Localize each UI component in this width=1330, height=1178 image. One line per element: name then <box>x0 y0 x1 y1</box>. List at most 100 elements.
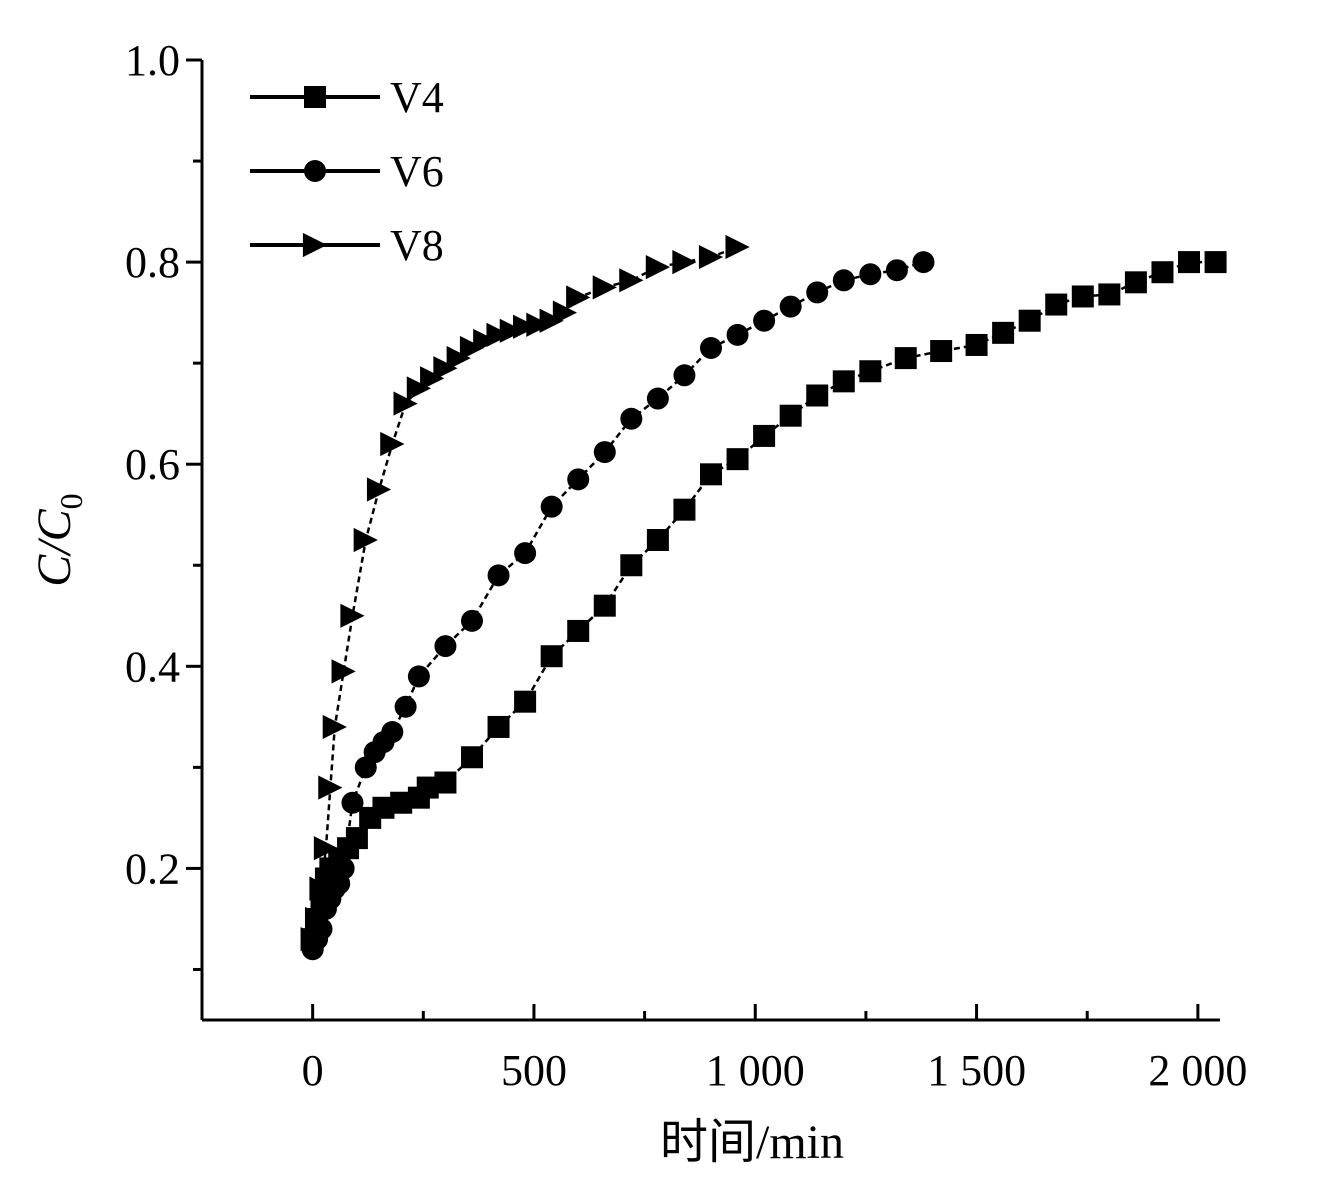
data-point-v6 <box>700 337 722 359</box>
data-point-v8 <box>433 356 458 381</box>
data-point-v8 <box>318 775 343 800</box>
y-tick-label: 0.4 <box>125 642 180 691</box>
data-point-v8 <box>393 391 418 416</box>
data-point-v8 <box>698 244 724 270</box>
x-tick-label: 1 500 <box>927 1046 1026 1095</box>
data-point-v4 <box>514 690 537 713</box>
data-point-v4 <box>992 321 1015 344</box>
data-point-v4 <box>487 715 510 738</box>
x-tick-label: 1 000 <box>706 1046 805 1095</box>
data-point-v4 <box>1151 261 1174 284</box>
data-point-v8 <box>486 322 511 347</box>
data-point-v4 <box>567 619 590 642</box>
data-point-v8 <box>366 477 392 502</box>
data-point-v8 <box>313 836 339 861</box>
series-line-v6 <box>311 260 924 950</box>
data-point-v6 <box>912 251 935 274</box>
data-point-v8 <box>340 603 365 628</box>
data-point-v4 <box>416 776 439 799</box>
legend: V4 V6 V8 <box>250 73 444 270</box>
y-axis-title-subscript: 0 <box>53 493 89 509</box>
data-point-v6 <box>753 309 776 332</box>
data-point-v6 <box>593 441 616 464</box>
data-point-v4 <box>460 746 483 769</box>
data-point-v6 <box>620 407 643 430</box>
y-axis-title: C/C0 <box>28 493 89 586</box>
data-point-v8 <box>513 314 538 339</box>
data-point-v8 <box>304 906 330 932</box>
y-tick-label: 0.2 <box>125 844 180 893</box>
data-point-v8 <box>406 376 431 401</box>
data-point-v4 <box>390 791 413 814</box>
series-v4 <box>301 251 1227 951</box>
data-point-v6 <box>885 259 908 282</box>
data-point-v8 <box>353 527 378 553</box>
data-point-v8 <box>309 876 334 901</box>
data-point-v8 <box>322 714 347 740</box>
legend-marker-v6 <box>304 160 326 182</box>
data-point-v6 <box>540 495 563 518</box>
x-tick-label: 0 <box>302 1046 324 1095</box>
series-v8 <box>300 234 750 952</box>
data-point-v6 <box>673 364 696 387</box>
data-point-v6 <box>859 263 882 286</box>
plot-area <box>300 234 1227 961</box>
data-point-v4 <box>726 448 749 471</box>
data-point-v6 <box>460 609 483 632</box>
series-v6 <box>301 251 935 961</box>
data-point-v4 <box>434 771 457 794</box>
x-tick-label: 500 <box>501 1046 567 1095</box>
x-tick-label: 2 000 <box>1148 1046 1247 1095</box>
data-point-v8 <box>539 308 564 333</box>
data-point-v8 <box>331 659 356 684</box>
data-point-v4 <box>1098 283 1121 306</box>
data-point-v4 <box>1124 271 1147 294</box>
data-point-v6 <box>806 281 829 304</box>
data-point-v4 <box>753 424 776 447</box>
data-point-v6 <box>381 721 404 743</box>
data-point-v6 <box>332 857 355 880</box>
data-point-v8 <box>645 255 670 280</box>
legend-label-v6: V6 <box>390 147 444 196</box>
data-point-v6 <box>779 295 802 318</box>
data-point-v4 <box>372 796 395 819</box>
data-point-v4 <box>965 333 988 356</box>
data-point-v8 <box>459 335 485 361</box>
data-point-v8 <box>380 431 405 457</box>
data-point-v6 <box>341 791 364 814</box>
data-point-v8 <box>672 250 697 275</box>
data-point-v8 <box>552 300 578 325</box>
y-tick-label: 1.0 <box>125 36 180 85</box>
data-point-v4 <box>1018 309 1041 332</box>
data-point-v4 <box>700 463 722 486</box>
data-point-v6 <box>646 387 669 410</box>
x-axis-title: 时间/min <box>660 1116 844 1169</box>
data-point-v8 <box>566 285 591 310</box>
y-axis-title-main: C/C <box>28 508 81 586</box>
legend-label-v4: V4 <box>390 73 444 122</box>
data-point-v4 <box>540 645 563 668</box>
data-point-v8 <box>473 328 498 354</box>
y-tick-label: 0.8 <box>125 238 180 287</box>
legend-item-v8: V8 <box>250 221 444 270</box>
data-point-v4 <box>620 554 643 577</box>
data-point-v8 <box>619 268 644 293</box>
data-point-v6 <box>567 468 590 491</box>
data-point-v6 <box>514 542 537 565</box>
data-point-v8 <box>592 275 617 300</box>
legend-marker-v8 <box>302 232 328 258</box>
data-point-v8 <box>725 234 750 260</box>
data-point-v6 <box>726 323 749 346</box>
data-point-v6 <box>487 564 510 587</box>
data-point-v6 <box>394 695 417 718</box>
data-point-v4 <box>832 370 855 393</box>
data-point-v6 <box>434 635 457 658</box>
data-point-v8 <box>446 346 471 371</box>
data-point-v8 <box>526 312 551 337</box>
data-point-v8 <box>420 366 445 391</box>
data-point-v4 <box>779 404 802 427</box>
data-point-v4 <box>1045 293 1068 316</box>
data-point-v4 <box>593 594 616 617</box>
axes: 0.2 0.4 0.6 0.8 1.0 0 500 1 000 1 500 2 000 <box>125 36 1247 1095</box>
